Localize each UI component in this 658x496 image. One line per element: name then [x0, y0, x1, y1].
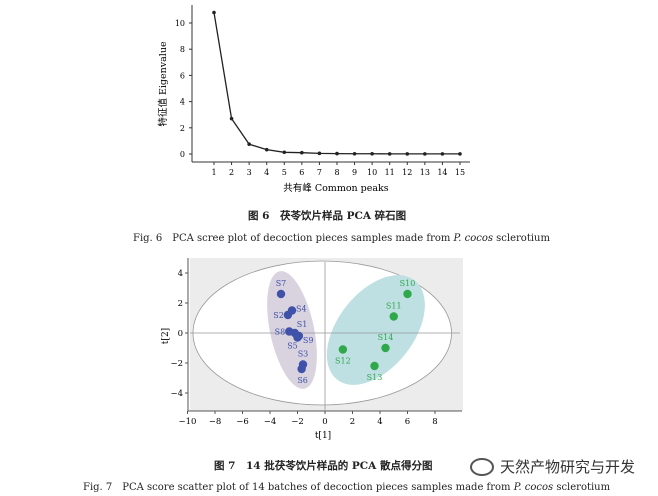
fig7-caption-cn: 图 7 14 批茯苓饮片样品的 PCA 散点得分图 — [214, 460, 433, 472]
score-label-s12: S12 — [335, 357, 351, 366]
x-tick-label: 7 — [317, 168, 322, 177]
y-tick-label: 4 — [180, 98, 185, 107]
x-tick-label: 12 — [402, 168, 412, 177]
x-tick-label: 5 — [282, 168, 287, 177]
pca-x-tick-label: −6 — [236, 417, 249, 427]
score-label-s7: S7 — [276, 279, 287, 288]
fig6-caption-cn: 图 6 茯苓饮片样品 PCA 碎石图 — [248, 210, 407, 222]
x-tick-label: 13 — [420, 168, 430, 177]
y-tick-label: 0 — [180, 150, 185, 159]
pca-x-tick-label: −2 — [291, 417, 304, 427]
x-tick-label: 4 — [264, 168, 269, 177]
pca-y-axis-title: t[2] — [161, 328, 171, 344]
pca-y-tick-label: 2 — [178, 299, 183, 309]
scree-point — [282, 150, 287, 155]
scree-point — [458, 152, 462, 156]
pca-x-tick-label: 4 — [377, 417, 382, 427]
score-label-s3: S3 — [298, 350, 309, 359]
x-tick-label: 11 — [385, 168, 395, 177]
score-label-s11: S11 — [386, 302, 402, 311]
scree-point — [335, 151, 339, 156]
wechat-icon — [470, 457, 494, 476]
pca-x-tick-label: 2 — [350, 417, 355, 427]
score-label-s6: S6 — [297, 376, 308, 385]
score-point-s12 — [338, 345, 348, 354]
fig7-caption-text: Fig. 7 PCA score scatter plot of 14 batc… — [83, 482, 514, 493]
scree-point — [352, 151, 357, 156]
score-label-s2: S2 — [273, 311, 284, 320]
pca-x-tick-label: 0 — [322, 417, 327, 427]
scree-line — [213, 12, 460, 155]
score-label-s1: S1 — [297, 320, 308, 329]
score-point-s10 — [403, 289, 412, 299]
pca-x-tick-label: −8 — [209, 417, 222, 427]
fig6-caption-species: P. cocos — [453, 233, 493, 244]
score-point-s4 — [287, 306, 297, 315]
score-label-s10: S10 — [400, 279, 416, 288]
score-point-s11 — [389, 312, 398, 321]
pca-x-tick-label: −10 — [179, 417, 197, 427]
score-label-s4: S4 — [296, 305, 307, 314]
watermark: 天然产物研究与开发 — [470, 456, 635, 477]
scree-point — [229, 116, 234, 121]
fig7-caption-suffix: sclerotium — [553, 482, 611, 493]
x-tick-label: 6 — [299, 168, 304, 177]
group2-ellipse — [326, 275, 425, 385]
score-label-s5: S5 — [287, 342, 298, 351]
pca-y-tick-label: 4 — [178, 269, 183, 279]
y-tick-label: 2 — [180, 124, 185, 133]
x-tick-label: 9 — [352, 168, 357, 177]
x-tick-label: 10 — [367, 168, 377, 177]
score-point-s7 — [276, 289, 286, 299]
x-tick-label: 8 — [334, 168, 339, 177]
pca-y-tick-label: −2 — [170, 359, 183, 369]
scree-point — [370, 151, 374, 156]
x-tick-label: 3 — [247, 168, 252, 177]
scree-point — [212, 10, 216, 15]
y-axis-title: 特征值 Eigenvalue — [157, 41, 169, 127]
score-point-s8 — [285, 327, 294, 336]
score-label-s9: S9 — [303, 336, 314, 345]
x-tick-label: 15 — [455, 168, 465, 177]
scree-point — [423, 152, 427, 156]
score-point-s9 — [294, 331, 304, 341]
pca-x-tick-label: 8 — [432, 417, 437, 427]
pca-y-tick-label: −4 — [170, 389, 183, 399]
score-label-s13: S13 — [367, 373, 383, 382]
score-label-s14: S14 — [378, 333, 394, 342]
y-tick-label: 8 — [180, 45, 185, 54]
x-tick-label: 2 — [229, 168, 234, 177]
pca-x-axis-title: t[1] — [315, 431, 331, 441]
fig6-caption-text: Fig. 6 PCA scree plot of decoction piece… — [133, 233, 454, 244]
scree-point — [300, 150, 304, 155]
score-point-s13 — [370, 361, 379, 371]
x-axis-title: 共有峰 Common peaks — [283, 182, 389, 194]
fig6-caption-suffix: sclerotium — [492, 233, 550, 244]
scree-point — [317, 151, 322, 156]
x-tick-label: 1 — [211, 168, 216, 177]
scree-point — [264, 147, 269, 152]
fig7-caption-en: Fig. 7 PCA score scatter plot of 14 batc… — [83, 478, 610, 493]
score-point-s6 — [297, 364, 306, 374]
y-tick-label: 6 — [180, 71, 185, 80]
scree-point — [387, 152, 392, 156]
scree-point — [247, 142, 251, 146]
pca-x-tick-label: −4 — [264, 417, 277, 427]
score-label-s8: S8 — [275, 328, 286, 337]
y-tick-label: 10 — [175, 19, 185, 28]
score-point-s14 — [381, 343, 390, 353]
scree-point — [440, 152, 445, 156]
fig7-caption-species: P. cocos — [513, 482, 554, 493]
watermark-text: 天然产物研究与开发 — [500, 458, 636, 476]
x-tick-label: 14 — [437, 168, 447, 177]
pca-y-tick-label: 0 — [178, 329, 183, 339]
scree-point — [405, 152, 410, 156]
fig6-caption-en: Fig. 6 PCA scree plot of decoction piece… — [133, 229, 550, 244]
pca-x-tick-label: 6 — [405, 417, 410, 427]
